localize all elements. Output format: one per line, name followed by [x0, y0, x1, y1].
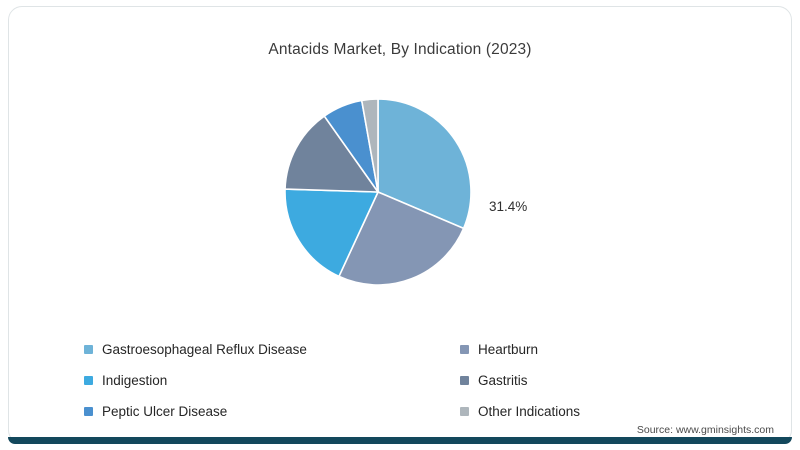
- legend-swatch-icon: [84, 376, 93, 385]
- legend-swatch-icon: [460, 407, 469, 416]
- legend-item[interactable]: Indigestion: [84, 365, 307, 396]
- legend-item[interactable]: Gastroesophageal Reflux Disease: [84, 334, 307, 365]
- legend-item[interactable]: Other Indications: [460, 396, 580, 427]
- legend-item[interactable]: Gastritis: [460, 365, 580, 396]
- legend-item-label: Other Indications: [478, 403, 581, 419]
- legend-swatch-icon: [84, 407, 93, 416]
- chart-legend: Gastroesophageal Reflux Disease Indigest…: [84, 334, 704, 426]
- pie-svg: [284, 98, 472, 286]
- legend-item-label: Gastritis: [478, 372, 528, 388]
- pie-slice[interactable]: [377, 98, 472, 230]
- legend-swatch-icon: [84, 345, 93, 354]
- pie-slice[interactable]: [337, 190, 465, 286]
- legend-item-label: Heartburn: [478, 341, 539, 357]
- legend-item[interactable]: Heartburn: [460, 334, 580, 365]
- legend-item-label: Gastroesophageal Reflux Disease: [102, 341, 307, 357]
- pie-slice[interactable]: [284, 188, 380, 278]
- legend-item-label: Peptic Ulcer Disease: [102, 403, 228, 419]
- pie-slice[interactable]: [360, 98, 379, 193]
- pie-chart: [284, 98, 472, 286]
- bottom-accent-bar: [8, 437, 792, 444]
- legend-column-right: Heartburn Gastritis Other Indications: [460, 334, 580, 427]
- source-attribution: Source: www.gminsights.com: [636, 424, 774, 436]
- pie-slice[interactable]: [284, 114, 380, 193]
- legend-item-label: Indigestion: [102, 372, 168, 388]
- legend-column-left: Gastroesophageal Reflux Disease Indigest…: [84, 334, 307, 427]
- chart-title: Antacids Market, By Indication (2023): [268, 41, 532, 58]
- legend-swatch-icon: [460, 376, 469, 385]
- legend-item[interactable]: Peptic Ulcer Disease: [84, 396, 307, 427]
- slice-data-label: 31.4%: [489, 199, 528, 214]
- legend-swatch-icon: [460, 345, 469, 354]
